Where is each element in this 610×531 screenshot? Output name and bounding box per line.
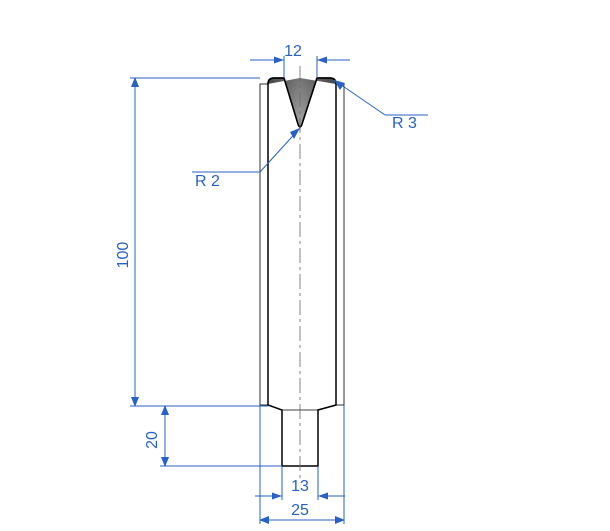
dim-r2-label: R 2 <box>195 173 220 190</box>
dim-13-label: 13 <box>291 478 309 495</box>
dim-r3-label: R 3 <box>392 115 417 132</box>
dim-20-label: 20 <box>144 431 161 449</box>
dim-12-label: 12 <box>284 43 302 60</box>
dim-100-label: 100 <box>115 242 132 269</box>
dim-25-label: 25 <box>291 502 309 519</box>
technical-drawing: 12 R 3 R 2 100 20 13 <box>0 0 610 531</box>
